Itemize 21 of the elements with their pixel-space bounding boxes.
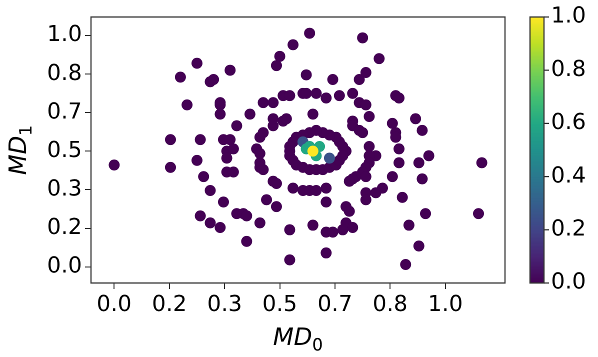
x-tick-label: 0.0 [96,292,132,317]
y-tick-label: 0.8 [47,60,82,86]
x-tick-label: 0.5 [262,292,298,317]
y-tick-label: 0.2 [47,214,82,240]
color-bar-label: 0.0 [551,270,586,295]
y-tick-label: 0.3 [47,176,82,202]
x-tick-label: 0.7 [317,292,352,317]
y-tick-label: 1.0 [47,22,82,48]
y-tick-label: 0.7 [47,99,82,124]
color-bar-label: 0.4 [551,163,586,188]
y-axis-title: MD1 [4,124,36,175]
y-tick-label: 0.0 [47,254,82,279]
color-bar-label: 0.8 [551,56,586,82]
color-bar-label: 0.6 [551,110,586,136]
x-tick-label: 0.8 [372,292,408,317]
x-tick-label: 1.0 [428,292,463,317]
x-tick-label: 0.3 [207,292,242,317]
y-tick-label: 0.5 [47,138,82,163]
color-bar-label: 0.2 [551,216,586,242]
x-tick-label: 0.2 [152,292,187,317]
color-bar-label: 1.0 [551,4,586,29]
